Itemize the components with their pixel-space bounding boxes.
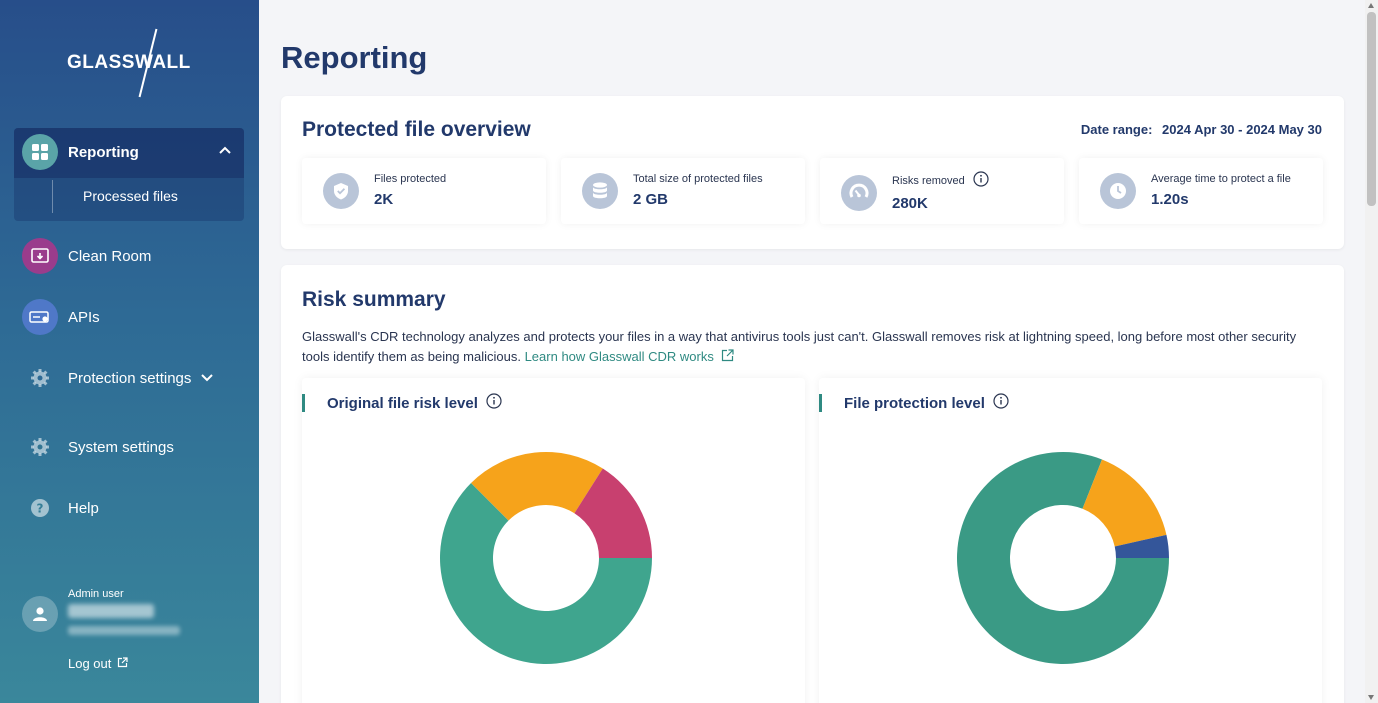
protected-file-overview-card: Protected file overview Date range: 2024…	[281, 96, 1344, 249]
gauge-icon	[841, 175, 877, 211]
sidebar-item-reporting[interactable]: Reporting	[22, 134, 232, 170]
reporting-nav-group	[14, 128, 244, 221]
risks-removed-label: Risks removed	[892, 174, 965, 187]
submenu-line	[52, 180, 53, 213]
stat-label: Total size of protected files	[633, 173, 763, 185]
user-name-redacted	[68, 604, 154, 618]
stat-label: Average time to protect a file	[1151, 173, 1291, 185]
original-risk-donut-chart	[440, 452, 652, 664]
chevron-down-icon[interactable]	[200, 370, 214, 389]
help-icon: ?	[22, 490, 58, 526]
sidebar-item-help[interactable]: ? Help	[22, 490, 232, 526]
svg-text:?: ?	[37, 502, 44, 516]
shield-check-icon	[323, 173, 359, 209]
sidebar-item-processed-files[interactable]: Processed files	[83, 188, 178, 204]
original-risk-title: Original file risk level	[327, 394, 478, 412]
info-icon[interactable]	[993, 393, 1009, 413]
donut-slice-0[interactable]	[957, 452, 1169, 664]
scrollbar[interactable]	[1365, 0, 1378, 703]
logout-label: Log out	[68, 656, 112, 671]
sidebar-item-label: Clean Room	[68, 247, 152, 265]
user-email-redacted	[68, 626, 180, 635]
chevron-up-icon[interactable]	[218, 144, 232, 163]
learn-more-link[interactable]: Learn how Glasswall CDR works	[525, 349, 735, 364]
sidebar-item-clean-room[interactable]: Clean Room	[22, 238, 232, 274]
stat-value: 280K	[892, 195, 928, 212]
original-risk-chart-card: Original file risk level	[302, 378, 805, 703]
api-icon	[22, 299, 58, 335]
sidebar-item-label: Protection settings	[68, 369, 192, 387]
donut-slice-2[interactable]	[1114, 534, 1169, 558]
protection-level-chart-card: File protection level	[819, 378, 1322, 703]
clock-icon	[1100, 173, 1136, 209]
stat-value: 1.20s	[1151, 191, 1189, 208]
sidebar-item-label: Help	[68, 499, 99, 517]
chart-title: File protection level	[819, 393, 1009, 413]
sidebar-item-system-settings[interactable]: System settings	[22, 429, 232, 465]
stat-label: Risks removed	[892, 171, 989, 190]
protection-level-donut-chart	[957, 452, 1169, 664]
dashboard-grid-icon	[22, 134, 58, 170]
sidebar: GLASSWALL Reporting Processed files Clea…	[0, 0, 259, 703]
database-icon	[582, 173, 618, 209]
info-icon[interactable]	[973, 171, 989, 190]
sidebar-item-apis[interactable]: APIs	[22, 299, 232, 335]
clean-room-icon	[22, 238, 58, 274]
donut-slice-2[interactable]	[574, 468, 652, 558]
date-range: Date range: 2024 Apr 30 - 2024 May 30	[1081, 122, 1322, 137]
user-role: Admin user	[68, 588, 124, 600]
donut-slice-1[interactable]	[1082, 459, 1167, 547]
external-link-icon	[717, 349, 735, 364]
risk-summary-description: Glasswall's CDR technology analyzes and …	[302, 327, 1322, 367]
page-title: Reporting	[281, 40, 428, 75]
risk-summary-card: Risk summary Glasswall's CDR technology …	[281, 265, 1344, 703]
stat-risks-removed: Risks removed 280K	[820, 158, 1064, 224]
description-text: Glasswall's CDR technology analyzes and …	[302, 329, 1297, 364]
overview-title: Protected file overview	[302, 118, 531, 141]
protection-level-title: File protection level	[844, 394, 985, 412]
date-range-value: 2024 Apr 30 - 2024 May 30	[1162, 122, 1322, 137]
sidebar-item-protection-settings[interactable]: Protection settings	[22, 360, 232, 396]
scroll-down-arrow[interactable]	[1368, 695, 1374, 700]
sidebar-item-label: Reporting	[68, 143, 139, 161]
stat-files-protected: Files protected 2K	[302, 158, 546, 224]
external-link-icon	[117, 656, 128, 671]
logo-text: GLASSWALL	[67, 52, 191, 73]
stat-total-size: Total size of protected files 2 GB	[561, 158, 805, 224]
stat-value: 2 GB	[633, 191, 669, 208]
gear-icon	[22, 429, 58, 465]
main-content: Reporting Protected file overview Date r…	[259, 0, 1365, 703]
sidebar-item-label: APIs	[68, 308, 100, 326]
risk-summary-title: Risk summary	[302, 288, 446, 311]
date-range-label: Date range:	[1080, 122, 1153, 137]
glasswall-logo[interactable]: GLASSWALL	[67, 28, 197, 98]
logout-link[interactable]: Log out	[68, 656, 128, 671]
donut-slice-1[interactable]	[471, 452, 603, 521]
avatar	[22, 596, 58, 632]
stat-value: 2K	[374, 191, 394, 208]
chart-title: Original file risk level	[302, 393, 502, 413]
stat-average-time: Average time to protect a file 1.20s	[1079, 158, 1323, 224]
donut-slice-0[interactable]	[440, 483, 652, 664]
scroll-up-arrow[interactable]	[1368, 3, 1374, 8]
stat-label: Files protected	[374, 173, 447, 185]
learn-more-label: Learn how Glasswall CDR works	[524, 349, 714, 364]
info-icon[interactable]	[486, 393, 502, 413]
gear-icon	[22, 360, 58, 396]
scroll-thumb[interactable]	[1367, 12, 1376, 206]
sidebar-item-label: System settings	[68, 438, 174, 456]
